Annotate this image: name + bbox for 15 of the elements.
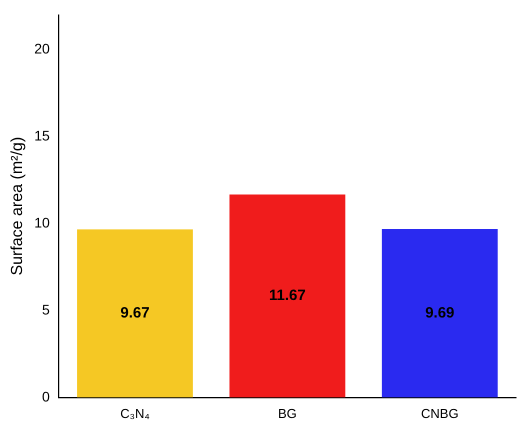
x-tick-label: BG — [278, 406, 297, 421]
bar — [229, 194, 346, 398]
bar — [77, 229, 193, 398]
y-tick-label: 15 — [34, 128, 50, 144]
y-axis-title: Surface area (m²/g) — [9, 136, 26, 276]
data-label: 11.67 — [269, 287, 306, 304]
x-tick-label: CNBG — [421, 406, 459, 421]
y-tick-label: 10 — [34, 214, 50, 230]
y-tick-label: 5 — [42, 301, 50, 318]
y-tick-label: 0 — [42, 388, 50, 404]
x-tick-label: C₃N₄ — [120, 406, 150, 421]
data-label: 9.69 — [425, 304, 454, 322]
bar — [382, 228, 498, 398]
y-tick-label: 20 — [34, 40, 50, 57]
data-label: 9.67 — [120, 304, 150, 322]
